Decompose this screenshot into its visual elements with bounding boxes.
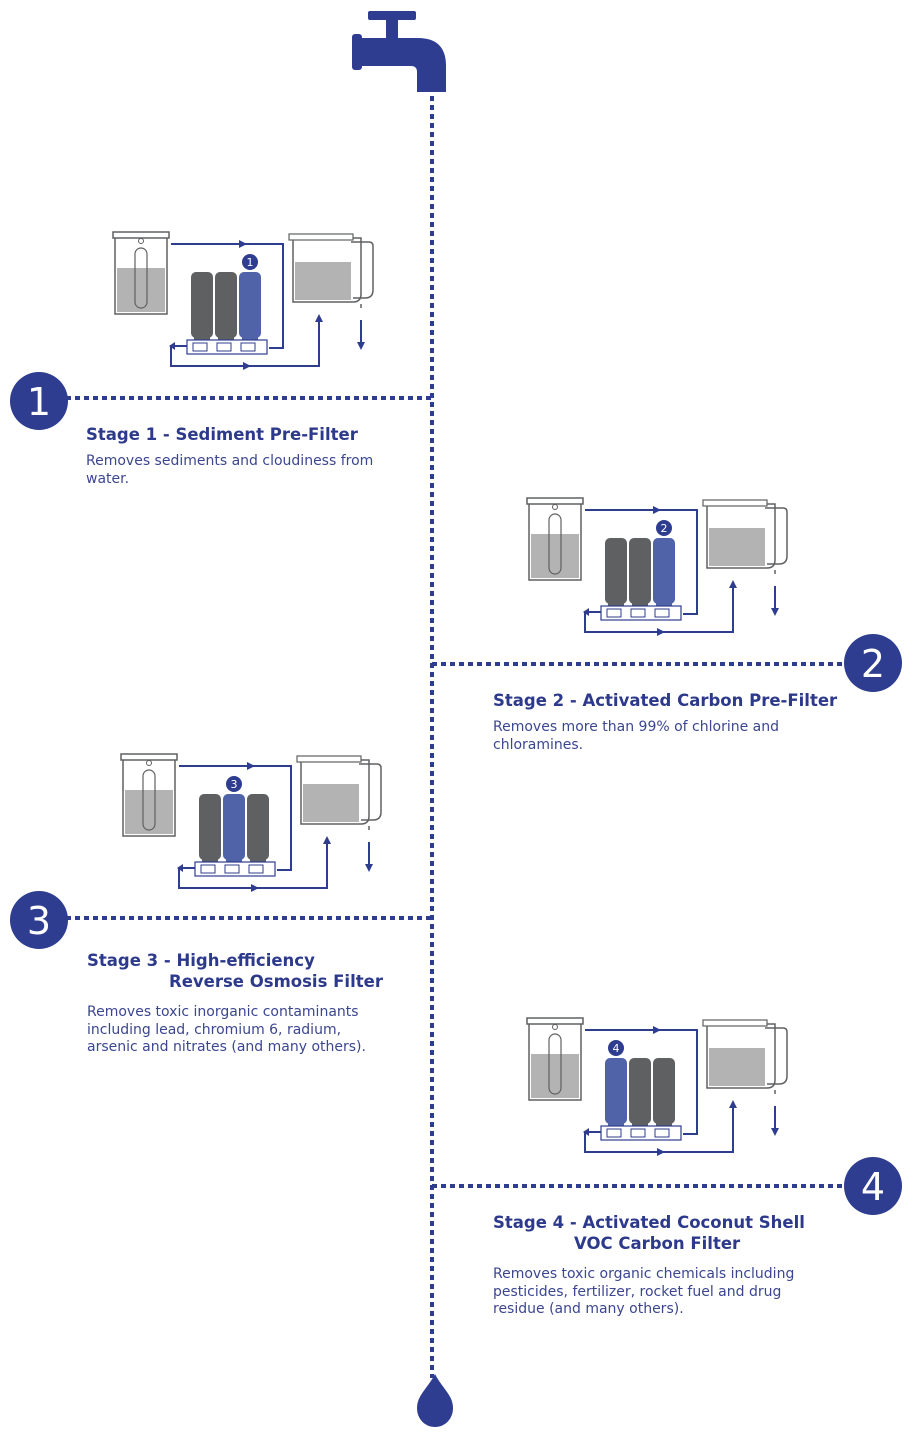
stage-2-badge: 2 — [844, 634, 902, 692]
stage-3-title-line2: Reverse Osmosis Filter — [169, 972, 383, 991]
filter-cartridge — [247, 794, 269, 860]
filter-cartridge — [629, 538, 651, 604]
stage-3-badge: 3 — [10, 891, 68, 949]
stage-3-title: Stage 3 - High-efficiency — [87, 951, 315, 970]
stage-2-description: Removes more than 99% of chlorine and ch… — [493, 719, 779, 753]
filter-cartridge — [223, 794, 245, 860]
svg-text:4: 4 — [613, 1042, 620, 1055]
stage-1-description: Removes sediments and cloudiness from wa… — [86, 453, 374, 487]
filter-cartridge — [191, 272, 213, 338]
faucet-icon — [352, 11, 446, 92]
stage-3-text: Stage 3 - High-efficiency Reverse Osmosi… — [87, 950, 397, 1057]
stage-2-unit-illustration: 2 — [526, 497, 788, 636]
svg-text:1: 1 — [247, 256, 254, 269]
stage-1-text: Stage 1 - Sediment Pre-Filter Removes se… — [86, 424, 406, 488]
filter-cartridge — [653, 1058, 675, 1124]
filter-cartridge — [653, 538, 675, 604]
stage-4-title-line2: VOC Carbon Filter — [574, 1234, 741, 1253]
svg-text:3: 3 — [231, 778, 238, 791]
stage-1-unit-illustration: 1 — [112, 231, 374, 370]
stage-3-description: Removes toxic inorganic contaminants inc… — [87, 1004, 366, 1055]
water-drop-icon — [417, 1374, 453, 1427]
stage-2-text: Stage 2 - Activated Carbon Pre-Filter Re… — [493, 690, 838, 754]
stage-1-title: Stage 1 - Sediment Pre-Filter — [86, 425, 358, 444]
filter-cartridge — [239, 272, 261, 338]
stage-2-title: Stage 2 - Activated Carbon Pre-Filter — [493, 691, 838, 710]
stage-4-text: Stage 4 - Activated Coconut Shell VOC Ca… — [493, 1212, 823, 1319]
stage-4-number: 4 — [861, 1165, 885, 1209]
stage-4-unit-illustration: 4 — [526, 1017, 788, 1156]
stage-3-number: 3 — [27, 899, 51, 943]
stage-4-badge: 4 — [844, 1157, 902, 1215]
filter-cartridge — [605, 1058, 627, 1124]
stage-3-unit-illustration: 3 — [120, 753, 382, 892]
filter-cartridge — [215, 272, 237, 338]
stage-4-description: Removes toxic organic chemicals includin… — [493, 1266, 795, 1317]
stage-2-number: 2 — [861, 642, 885, 686]
filter-cartridge — [199, 794, 221, 860]
stage-4-title: Stage 4 - Activated Coconut Shell — [493, 1213, 805, 1232]
stage-1-number: 1 — [27, 380, 51, 424]
svg-text:2: 2 — [661, 522, 668, 535]
stage-1-badge: 1 — [10, 372, 68, 430]
filter-cartridge — [605, 538, 627, 604]
filter-cartridge — [629, 1058, 651, 1124]
